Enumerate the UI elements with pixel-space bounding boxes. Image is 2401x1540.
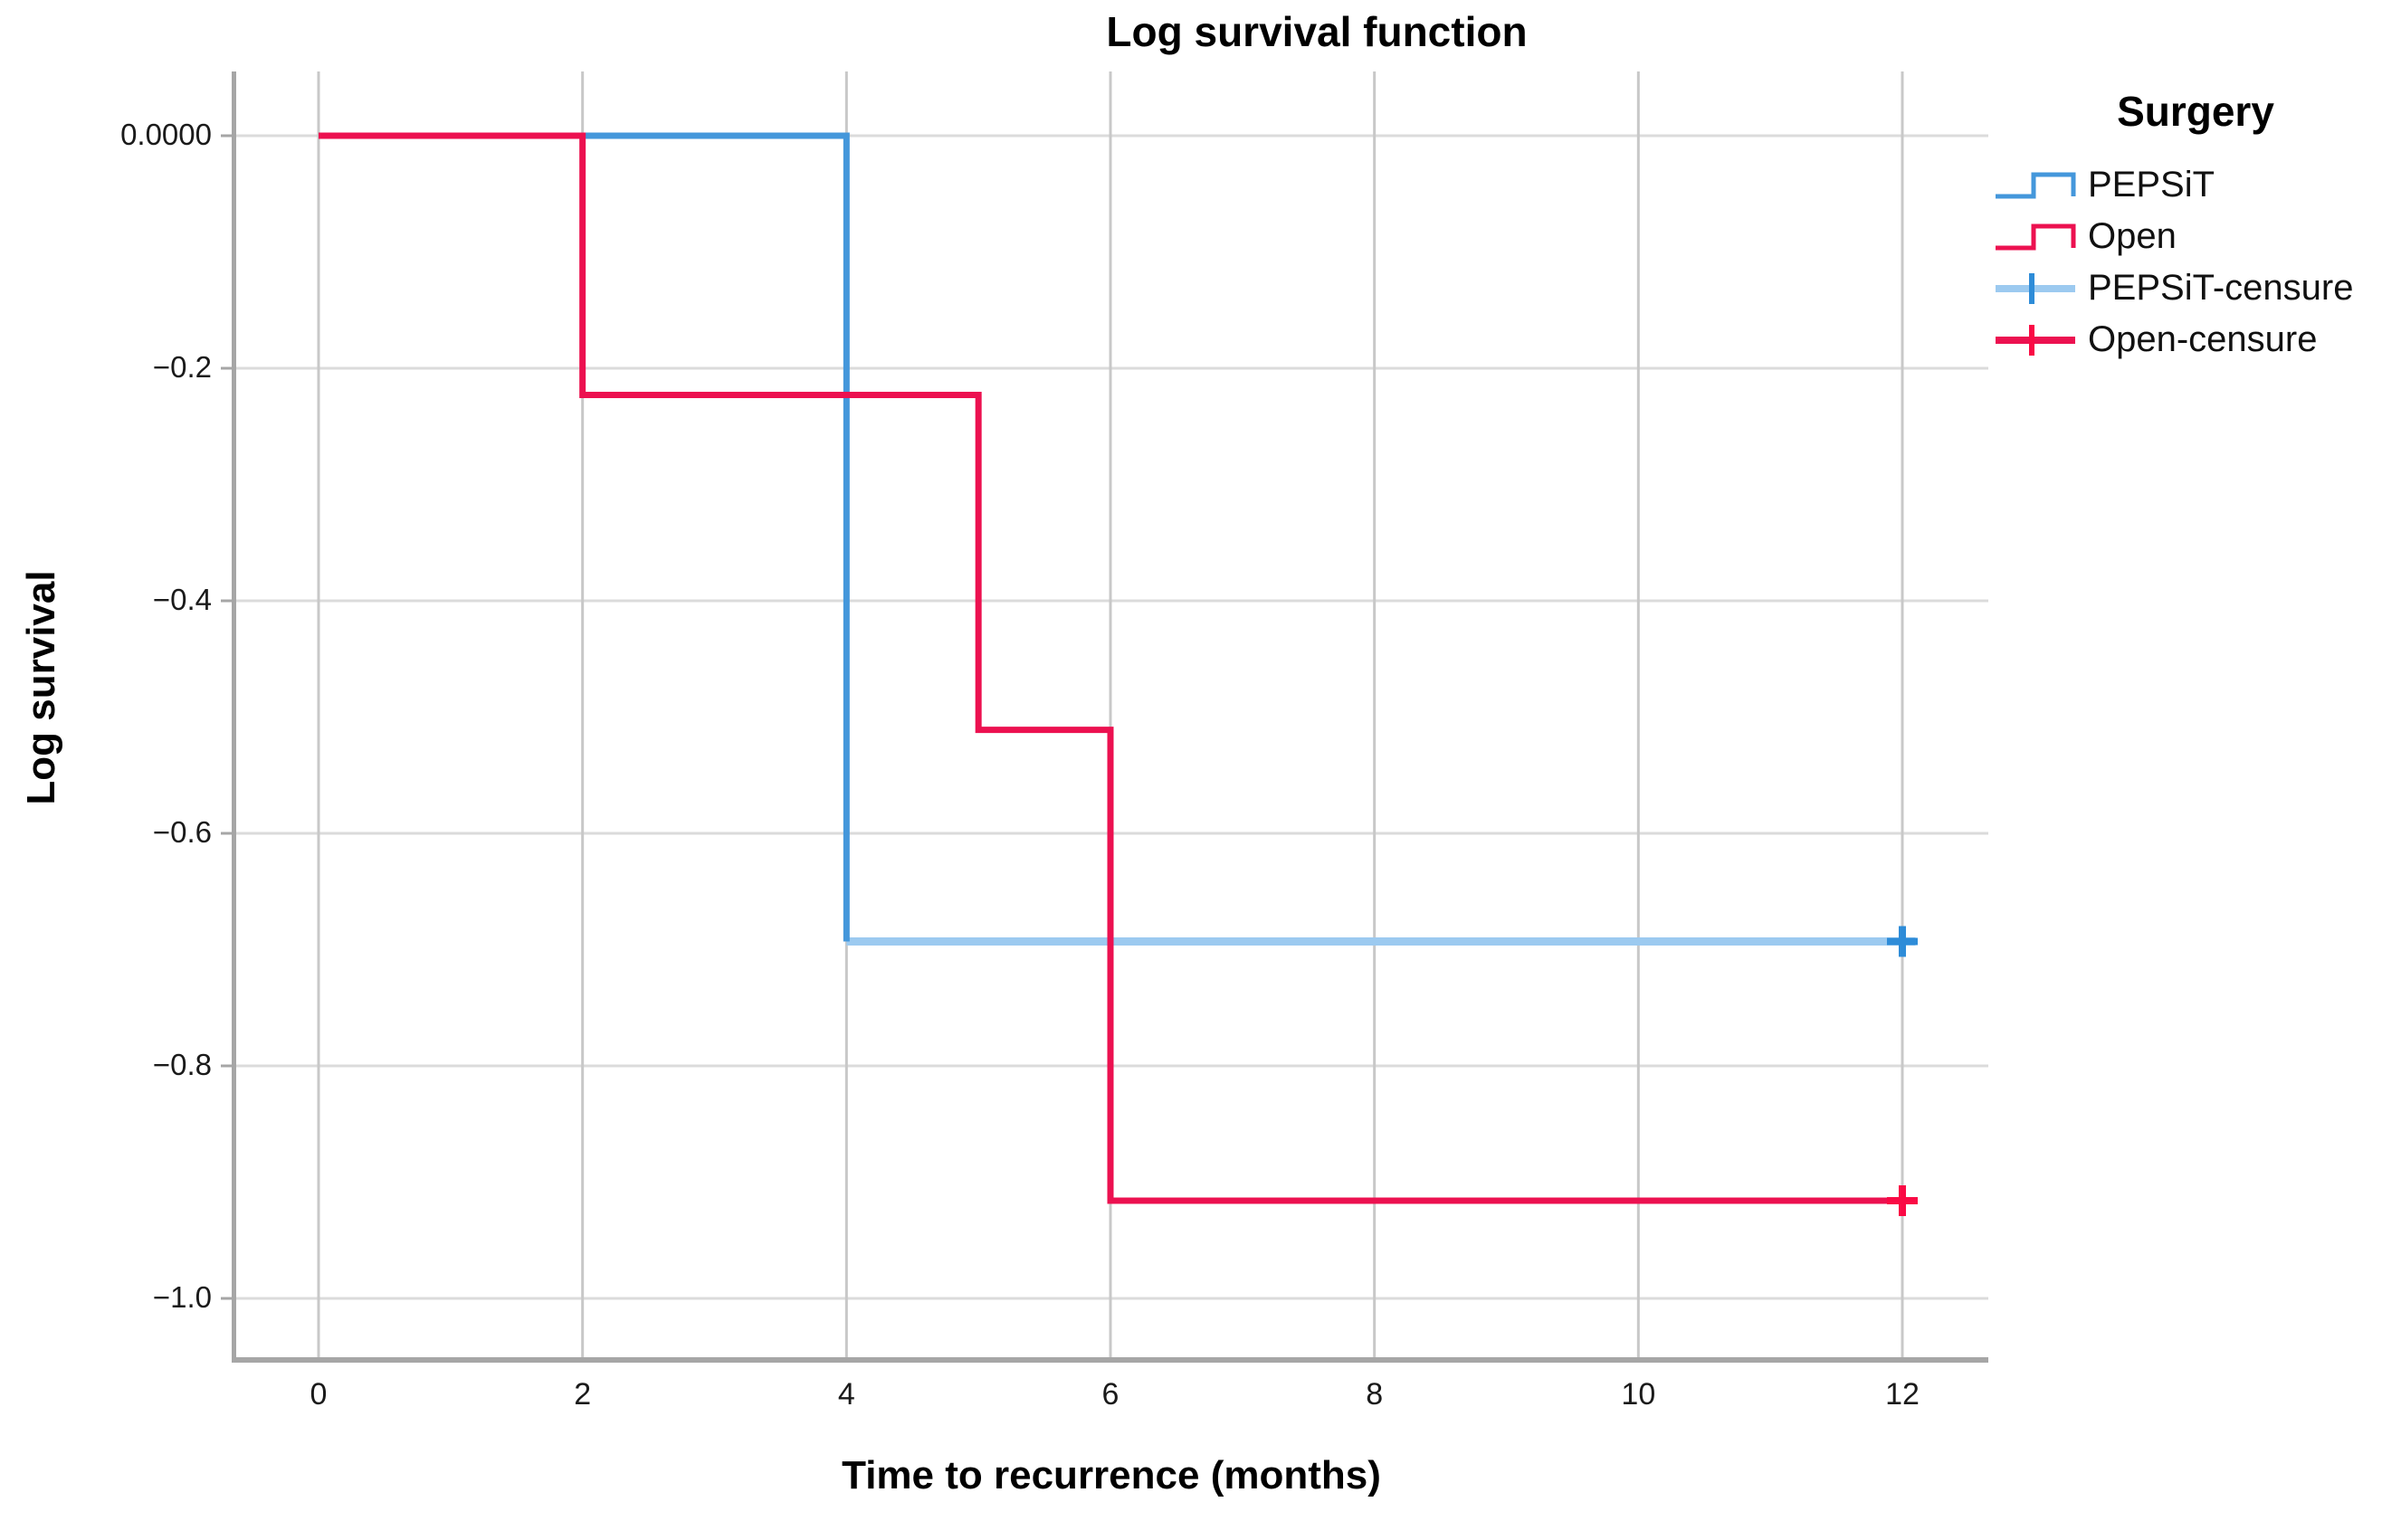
legend-item-label: Open [2088,216,2177,256]
x-tick-label: 0 [310,1377,328,1412]
y-tick-label: −0.6 [152,815,212,850]
y-axis-title: Log survival [19,570,63,805]
legend-title: Surgery [2117,88,2274,135]
pepsit-step-line-icon [1996,172,2076,198]
x-tick-label: 2 [574,1377,592,1412]
y-tick-label: −1.0 [152,1280,212,1315]
legend-item-pepsit: PEPSiT [1994,159,2397,211]
legend-item-open-censure: Open-censure [1994,314,2397,366]
legend-item-label: PEPSiT [2088,165,2215,204]
x-tick-label: 12 [1885,1377,1920,1412]
legend: Surgery PEPSiT Open PEPSiT-censure [1994,87,2397,366]
y-tick-label: −0.2 [152,350,212,385]
legend-item-label: PEPSiT-censure [2088,268,2354,308]
x-tick-label: 6 [1101,1377,1120,1412]
legend-item-pepsit-censure: PEPSiT-censure [1994,262,2397,314]
pepsit-censure-icon [1996,272,2075,304]
y-tick-label: 0.0000 [120,118,212,152]
y-tick-label: −0.8 [152,1048,212,1082]
x-tick-label: 8 [1366,1377,1384,1412]
y-tick-label: −0.4 [152,583,212,617]
x-tick-label: 10 [1621,1377,1656,1412]
chart-title: Log survival function [1106,8,1528,55]
x-axis-title: Time to recurrence (months) [842,1453,1381,1497]
open-censure-icon [1996,324,2075,356]
legend-item-label: Open-censure [2088,319,2318,359]
y-axis-tick-labels: 0.0000 −0.2 −0.4 −0.6 −0.8 −1.0 [0,0,215,1540]
x-tick-label: 4 [837,1377,855,1412]
open-step-line-icon [1996,223,2076,250]
legend-item-open: Open [1994,211,2397,262]
